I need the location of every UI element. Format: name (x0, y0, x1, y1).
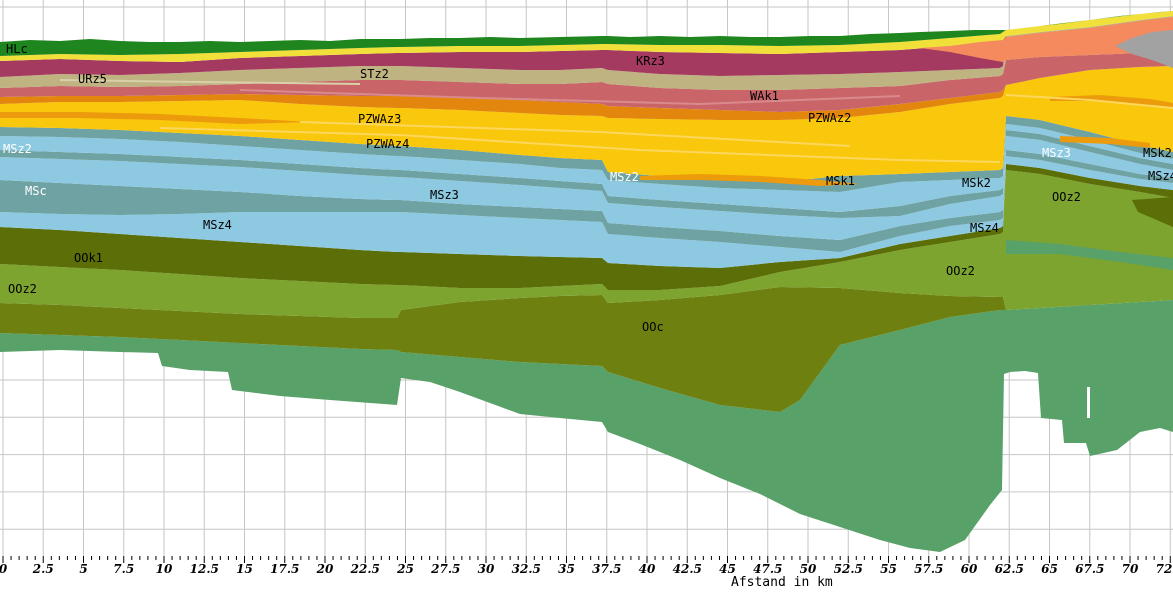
layer-MSz2 (0, 124, 1173, 212)
unit-label-MSz2: MSz2 (610, 170, 639, 184)
unit-label-WAk1: WAk1 (750, 89, 779, 103)
axis-tick-label: 40 (639, 562, 656, 576)
axis-tick-label: 7.5 (113, 562, 134, 576)
axis-tick-label: 67.5 (1075, 562, 1104, 576)
unit-label-MSk2: MSk2 (962, 176, 991, 190)
streak-rose-streak (239, 89, 901, 106)
unit-label-PZWAz4: PZWAz4 (366, 137, 409, 151)
unit-label-MSz3: MSz3 (430, 188, 459, 202)
layer-MSz4 (0, 156, 1173, 268)
lens-orange-streak-left (0, 112, 310, 124)
axis-tick-label: 25 (396, 562, 414, 576)
axis-tick-label: 57.5 (914, 562, 943, 576)
unit-label-OOz2: OOz2 (946, 264, 975, 278)
axis-tick-label: 15 (236, 562, 253, 576)
unit-label-OOk1: OOk1 (74, 251, 103, 265)
axis-tick-label: 37.5 (592, 562, 621, 576)
layer-OOk1 (0, 164, 1173, 290)
axis-tick-label: 60 (961, 562, 978, 576)
unit-label-MSz4: MSz4 (203, 218, 232, 232)
strata-layers (0, 11, 1173, 552)
streak-tan-streak (59, 79, 361, 85)
axis-tick-label: 62.5 (995, 562, 1024, 576)
layer-HLc (0, 11, 1173, 56)
layer-PZWA-zand (0, 66, 1173, 182)
streak-yellow-streak-1 (159, 127, 1001, 163)
layer-OOz2 (0, 170, 1173, 318)
unit-label-OOc: OOc (642, 320, 664, 334)
axis-tick-label: 42.5 (673, 562, 702, 576)
unit-labels: HLc URz5 STz2 KRz3 WAk1 PZWAz3 PZWAz4 PZWAz2 MSz… (3, 42, 1173, 334)
axis-tick-label: 45 (719, 562, 736, 576)
axis-tick-label: 30 (478, 562, 495, 576)
unit-label-MSz4: MSz4 (970, 221, 999, 235)
axis-tick-label: 70 (1122, 562, 1139, 576)
axis-tick-label: 50 (800, 562, 817, 576)
unit-label-MSz3: MSz3 (1042, 146, 1071, 160)
axis-tick-label: 10 (156, 562, 173, 576)
axis-tick-label: 35 (558, 562, 575, 576)
unit-label-OOz2: OOz2 (8, 282, 37, 296)
x-axis: 02.557.51012.51517.52022.52527.53032.535… (0, 556, 1173, 590)
axis-tick-label: 0 (0, 562, 8, 576)
lens-seagreen-tongue-right (1006, 240, 1173, 270)
lens-gray-wedge (1115, 30, 1173, 68)
unit-label-MSz2: MSz2 (3, 142, 32, 156)
axis-tick-label: 47.5 (753, 562, 782, 576)
unit-label-MSc: MSc (25, 184, 47, 198)
unit-label-PZWAz3: PZWAz3 (358, 112, 401, 126)
lenses (0, 17, 1173, 418)
streaks (59, 79, 1173, 163)
axis-tick-label: 72.5 (1156, 562, 1173, 576)
axis-tick-label: 2.5 (32, 562, 54, 576)
unit-label-MSz4: MSz4 (1148, 169, 1173, 183)
lens-orange-streak-mid (640, 174, 860, 186)
axis-tick-label: 20 (316, 562, 334, 576)
unit-label-OOz2: OOz2 (1052, 190, 1081, 204)
layer-MSk-mid (0, 130, 1173, 218)
layer-KR-zand-top (0, 11, 1173, 62)
axis-tick-label: 32.5 (512, 562, 541, 576)
unit-label-MSk1: MSk1 (826, 174, 855, 188)
axis-tick-label: 22.5 (350, 562, 380, 576)
unit-label-HLc: HLc (6, 42, 28, 56)
streak-yellow-streak-3 (1005, 94, 1173, 109)
unit-label-KRz3: KRz3 (636, 54, 665, 68)
layer-URz5 (0, 16, 1173, 90)
lens-olive-wedge-right (1132, 197, 1173, 227)
layer-WAk1 (0, 66, 1173, 120)
axis-tick-label: 17.5 (270, 562, 299, 576)
axis-tick-label: 27.5 (430, 562, 460, 576)
layer-OOc (0, 287, 1173, 412)
layer-MSz3 (0, 136, 1173, 240)
unit-label-MSk2: MSk2 (1143, 146, 1172, 160)
axis-title: Afstand in km (731, 575, 833, 590)
streak-yellow-streak-2 (299, 121, 851, 147)
unit-label-STz2: STz2 (360, 67, 389, 81)
axis-tick-label: 5 (79, 562, 87, 576)
lens-fault-slit-white (1087, 387, 1090, 418)
unit-label-PZWAz2: PZWAz2 (808, 111, 851, 125)
layer-MSc (0, 150, 1173, 252)
axis-tick-label: 65 (1041, 562, 1058, 576)
lens-orange-streak-right-2 (1060, 136, 1150, 148)
axis-tick-label: 55 (880, 562, 897, 576)
unit-label-URz5: URz5 (78, 72, 107, 86)
axis-tick-label: 52.5 (834, 562, 863, 576)
axis-tick-label: 12.5 (190, 562, 219, 576)
layer-KRz3 (0, 16, 1173, 77)
layer-seagreen-base (0, 300, 1173, 552)
lens-salmon-wedge (920, 17, 1173, 62)
